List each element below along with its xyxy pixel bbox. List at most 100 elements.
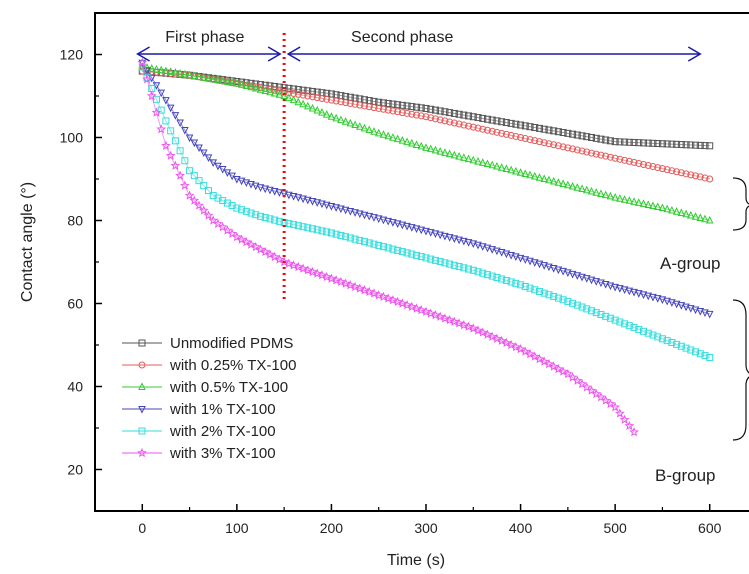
data-point (274, 254, 285, 264)
x-axis-label: Time (s) (387, 552, 445, 569)
data-point (318, 94, 326, 102)
data-point (233, 204, 241, 212)
data-point (422, 104, 430, 112)
data-point (213, 218, 223, 228)
data-point (426, 144, 435, 153)
data-point (313, 105, 322, 114)
data-point (611, 316, 619, 324)
data-point (553, 363, 564, 374)
data-point (592, 188, 601, 196)
data-point (345, 280, 356, 290)
data-point (446, 109, 454, 117)
data-point (460, 121, 468, 129)
data-point (309, 225, 317, 233)
data-point (512, 132, 520, 140)
data-point (323, 228, 331, 236)
data-point (275, 87, 283, 95)
data-point (171, 68, 180, 76)
data-point (256, 85, 265, 93)
data-point (294, 86, 302, 94)
data-point (606, 137, 614, 145)
data-point (261, 185, 270, 194)
data-point (479, 125, 487, 133)
data-point (654, 140, 662, 148)
data-point (228, 202, 236, 210)
data-point (465, 265, 473, 273)
data-point (431, 145, 440, 154)
data-point (190, 71, 199, 80)
data-point (686, 305, 695, 313)
data-point (526, 284, 534, 292)
data-point (602, 312, 610, 320)
data-point (510, 341, 521, 352)
data-point (413, 103, 421, 111)
data-point (293, 261, 304, 272)
series-line (142, 66, 710, 221)
data-point (157, 106, 165, 114)
data-point (214, 194, 222, 202)
legend-label: with 3% TX-100 (169, 445, 276, 462)
data-point (517, 134, 525, 141)
group-braces (732, 177, 749, 441)
data-point (356, 236, 364, 244)
data-point (208, 215, 219, 225)
data-point (483, 126, 491, 134)
data-point (616, 318, 624, 326)
data-point (303, 196, 312, 205)
data-point (307, 266, 318, 277)
data-point (644, 329, 652, 337)
data-point (384, 99, 392, 107)
data-point (687, 171, 695, 179)
data-point (507, 278, 515, 286)
data-point (322, 201, 331, 210)
data-point (327, 202, 336, 211)
data-point (583, 305, 591, 313)
data-point (529, 351, 540, 361)
data-point (322, 110, 331, 118)
data-point (545, 263, 553, 272)
data-point (402, 300, 412, 310)
data-point (706, 175, 714, 183)
data-point (658, 203, 667, 212)
data-point (473, 325, 483, 335)
data-point (171, 137, 179, 145)
data-point (668, 205, 676, 214)
data-point (535, 260, 544, 269)
data-point (540, 125, 548, 133)
data-point (569, 145, 577, 153)
data-point (512, 120, 520, 128)
data-point (644, 162, 652, 170)
data-point (422, 227, 430, 236)
legend-entry: Unmodified PDMS (122, 335, 293, 352)
series-6 (137, 57, 639, 437)
data-point (630, 158, 638, 166)
data-point (602, 152, 610, 160)
data-point (422, 113, 430, 121)
data-point (199, 149, 208, 158)
data-point (455, 236, 463, 245)
data-point (204, 73, 213, 82)
data-point (498, 275, 506, 283)
data-point (408, 250, 416, 258)
data-point (422, 254, 430, 262)
series-1 (138, 67, 714, 150)
data-point (265, 249, 275, 259)
data-point (654, 164, 662, 172)
data-point (483, 244, 492, 253)
data-point (558, 366, 568, 376)
y-tick-label: 20 (67, 462, 83, 478)
data-point (313, 226, 321, 234)
data-point (309, 87, 317, 95)
data-point (630, 138, 638, 146)
data-point (285, 191, 293, 200)
data-point (275, 189, 284, 197)
data-point (393, 134, 402, 143)
legend-label: with 0.25% TX-100 (169, 357, 296, 374)
data-point (630, 324, 638, 332)
data-point (668, 339, 676, 347)
data-point (578, 273, 586, 282)
data-point (355, 122, 364, 130)
data-point (427, 105, 435, 113)
data-point (238, 206, 246, 214)
data-point (298, 263, 308, 273)
